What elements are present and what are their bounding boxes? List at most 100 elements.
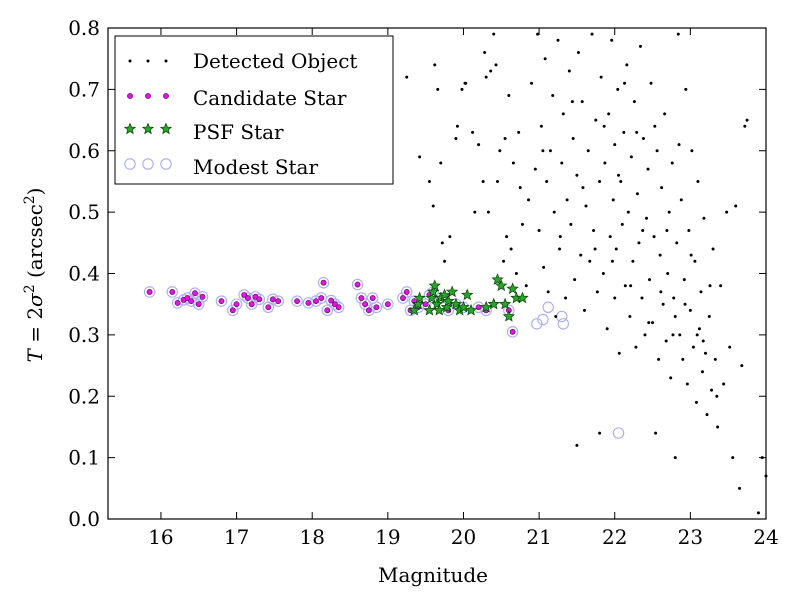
data-point	[433, 303, 446, 316]
data-point	[690, 149, 694, 153]
data-point	[599, 75, 603, 79]
data-point	[328, 297, 335, 304]
data-point	[719, 284, 723, 288]
data-point	[552, 210, 556, 214]
data-point	[332, 301, 345, 314]
data-point	[433, 63, 437, 67]
legend-marker	[124, 158, 136, 170]
data-point	[629, 284, 633, 288]
data-point	[321, 304, 334, 317]
data-point	[623, 81, 627, 85]
data-point	[554, 314, 558, 318]
data-point	[738, 486, 742, 490]
data-point	[527, 198, 531, 202]
y-tick-label: 0.0	[68, 507, 100, 531]
data-point	[291, 295, 303, 307]
data-point	[669, 376, 673, 380]
data-point	[564, 296, 568, 300]
data-point	[269, 296, 276, 303]
data-point	[678, 333, 682, 337]
y-tick-label: 0.7	[68, 77, 100, 101]
data-point	[445, 285, 459, 298]
data-point	[671, 333, 675, 337]
data-point	[607, 112, 611, 116]
data-point	[146, 289, 153, 295]
data-point	[461, 288, 474, 301]
data-point	[496, 179, 500, 183]
data-point	[227, 304, 239, 317]
data-point	[740, 364, 744, 368]
data-point	[405, 75, 409, 79]
data-point	[731, 456, 735, 460]
data-point	[511, 161, 515, 165]
data-point	[610, 259, 614, 263]
data-point	[382, 298, 394, 310]
marks-layer	[143, 32, 768, 515]
data-point	[542, 301, 554, 314]
data-point	[199, 293, 206, 300]
y-tick-label: 0.1	[68, 446, 100, 470]
data-point	[184, 295, 191, 301]
data-point	[509, 328, 516, 335]
data-point	[687, 229, 691, 233]
data-point	[645, 216, 649, 220]
legend-marker	[142, 158, 154, 170]
data-point	[370, 301, 383, 314]
data-point	[439, 161, 443, 165]
data-point	[602, 124, 606, 128]
data-point	[431, 204, 435, 208]
data-point	[331, 301, 338, 308]
data-point	[457, 300, 470, 313]
data-point	[556, 38, 560, 42]
data-point	[335, 304, 342, 311]
data-point	[594, 118, 598, 122]
x-tick-label: 18	[299, 525, 324, 549]
legend-entry: Modest Star	[124, 155, 318, 179]
data-point	[579, 253, 583, 257]
data-point	[670, 161, 674, 165]
data-point	[707, 314, 711, 318]
data-point	[560, 161, 564, 165]
data-point	[530, 81, 534, 85]
data-point	[655, 149, 659, 153]
data-point	[384, 301, 391, 308]
data-point	[541, 149, 545, 153]
data-point	[354, 281, 361, 288]
data-point	[473, 210, 477, 214]
data-point	[688, 308, 692, 312]
data-point	[635, 192, 639, 196]
data-point	[358, 295, 365, 301]
legend-marker	[128, 59, 132, 63]
data-point	[241, 292, 248, 298]
data-point	[603, 161, 607, 165]
data-point	[743, 124, 747, 128]
data-point	[265, 304, 272, 311]
data-point	[705, 413, 709, 417]
data-point	[652, 235, 656, 239]
data-point	[188, 298, 195, 305]
data-point	[682, 278, 686, 282]
data-point	[480, 300, 493, 313]
data-point	[638, 44, 642, 48]
data-point	[502, 259, 506, 263]
data-point	[629, 155, 633, 159]
data-point	[573, 278, 577, 282]
data-point	[601, 272, 605, 275]
data-point	[647, 321, 651, 325]
data-point	[313, 298, 319, 305]
data-point	[494, 63, 498, 67]
x-tick-label: 23	[678, 525, 703, 549]
legend-marker	[146, 59, 150, 63]
data-point	[693, 259, 697, 263]
data-point	[373, 304, 380, 311]
data-point	[641, 229, 645, 233]
data-point	[611, 198, 615, 202]
data-point	[556, 310, 568, 323]
data-point	[195, 301, 202, 308]
data-point	[454, 136, 458, 140]
legend-box	[114, 35, 394, 185]
data-point	[351, 278, 364, 291]
data-point	[635, 130, 639, 134]
data-point	[503, 136, 507, 140]
data-point	[613, 296, 617, 300]
